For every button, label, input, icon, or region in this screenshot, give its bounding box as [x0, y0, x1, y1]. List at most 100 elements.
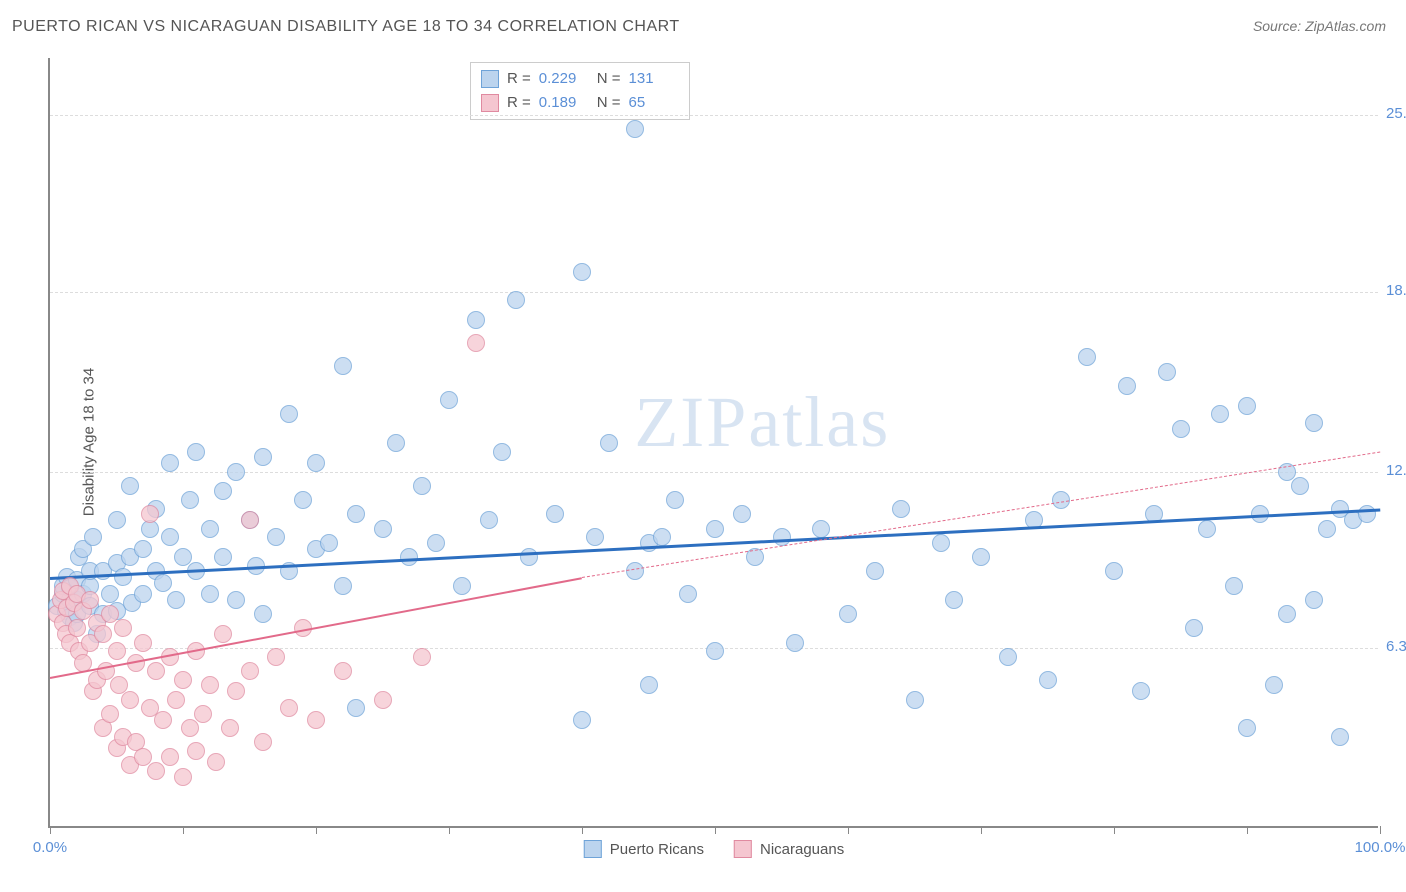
data-point [1118, 377, 1136, 395]
data-point [1172, 420, 1190, 438]
data-point [307, 711, 325, 729]
data-point [812, 520, 830, 538]
data-point [147, 662, 165, 680]
data-point [1278, 605, 1296, 623]
data-point [254, 605, 272, 623]
data-point [267, 528, 285, 546]
data-point [666, 491, 684, 509]
data-point [114, 619, 132, 637]
data-point [214, 625, 232, 643]
data-point [999, 648, 1017, 666]
data-point [108, 511, 126, 529]
data-point [467, 311, 485, 329]
xtick [50, 826, 51, 834]
gridline [50, 292, 1378, 293]
data-point [294, 491, 312, 509]
data-point [347, 505, 365, 523]
data-point [653, 528, 671, 546]
data-point [413, 477, 431, 495]
r-label: R = [507, 91, 531, 115]
data-point [101, 585, 119, 603]
data-point [839, 605, 857, 623]
data-point [181, 491, 199, 509]
data-point [307, 454, 325, 472]
data-point [906, 691, 924, 709]
data-point [387, 434, 405, 452]
watermark: ZIPatlas [634, 381, 890, 464]
data-point [334, 357, 352, 375]
data-point [972, 548, 990, 566]
data-point [241, 511, 259, 529]
data-point [1291, 477, 1309, 495]
legend-label: Nicaraguans [760, 841, 844, 858]
data-point [187, 742, 205, 760]
data-point [493, 443, 511, 461]
xtick [449, 826, 450, 834]
xtick [715, 826, 716, 834]
data-point [440, 391, 458, 409]
n-value: 131 [629, 67, 679, 91]
data-point [945, 591, 963, 609]
data-point [134, 748, 152, 766]
data-point [194, 705, 212, 723]
source-label: Source: [1253, 18, 1301, 34]
data-point [453, 577, 471, 595]
data-point [174, 671, 192, 689]
xtick-label: 0.0% [33, 839, 67, 856]
data-point [134, 634, 152, 652]
plot-area: Disability Age 18 to 34 ZIPatlas R =0.22… [48, 58, 1378, 828]
data-point [227, 591, 245, 609]
data-point [154, 711, 172, 729]
data-point [1185, 619, 1203, 637]
data-point [174, 548, 192, 566]
data-point [121, 691, 139, 709]
data-point [201, 520, 219, 538]
data-point [134, 585, 152, 603]
data-point [1305, 414, 1323, 432]
data-point [201, 676, 219, 694]
data-point [520, 548, 538, 566]
data-point [706, 520, 724, 538]
data-point [267, 648, 285, 666]
data-point [167, 691, 185, 709]
data-point [161, 528, 179, 546]
data-point [207, 753, 225, 771]
xtick [848, 826, 849, 834]
data-point [546, 505, 564, 523]
ytick-label: 18.8% [1386, 282, 1406, 299]
n-label: N = [597, 67, 621, 91]
data-point [241, 662, 259, 680]
data-point [134, 540, 152, 558]
data-point [347, 699, 365, 717]
xtick [1380, 826, 1381, 834]
data-point [201, 585, 219, 603]
data-point [214, 482, 232, 500]
data-point [1105, 562, 1123, 580]
data-point [187, 443, 205, 461]
chart-title: PUERTO RICAN VS NICARAGUAN DISABILITY AG… [12, 18, 680, 36]
legend-swatch [584, 840, 602, 858]
data-point [1331, 728, 1349, 746]
data-point [227, 682, 245, 700]
data-point [626, 562, 644, 580]
gridline [50, 472, 1378, 473]
gridline [50, 115, 1378, 116]
legend-item: Puerto Ricans [584, 840, 704, 858]
series-legend: Puerto Ricans Nicaraguans [584, 840, 844, 858]
data-point [101, 605, 119, 623]
y-axis-label: Disability Age 18 to 34 [81, 368, 98, 516]
legend-corr-row: R =0.189N =65 [481, 91, 679, 115]
data-point [600, 434, 618, 452]
data-point [214, 548, 232, 566]
data-point [733, 505, 751, 523]
data-point [626, 120, 644, 138]
chart-container: PUERTO RICAN VS NICARAGUAN DISABILITY AG… [0, 0, 1406, 892]
data-point [280, 699, 298, 717]
legend-swatch [481, 94, 499, 112]
data-point [161, 454, 179, 472]
data-point [174, 768, 192, 786]
data-point [640, 676, 658, 694]
n-label: N = [597, 91, 621, 115]
data-point [280, 405, 298, 423]
xtick [981, 826, 982, 834]
